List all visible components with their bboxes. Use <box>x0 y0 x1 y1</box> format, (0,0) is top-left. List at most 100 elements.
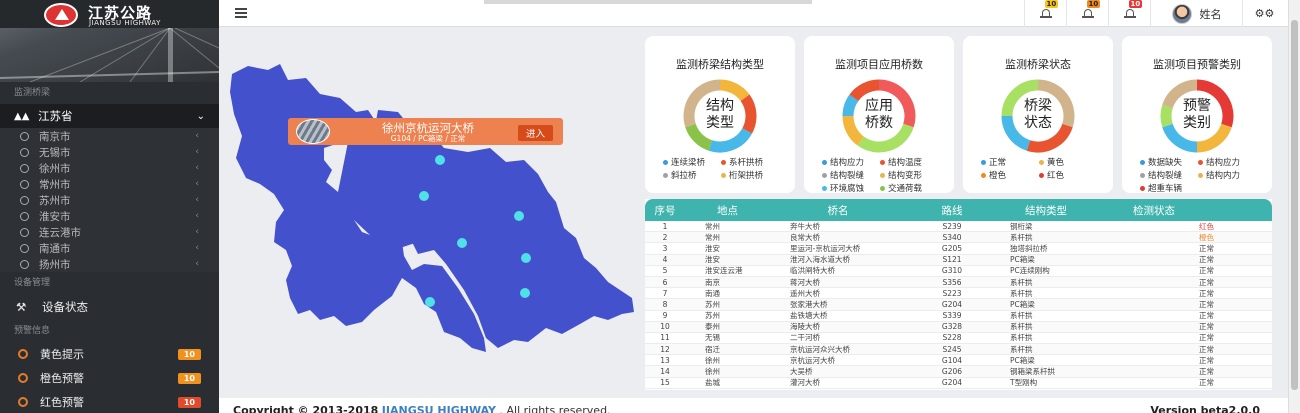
sidebar-item-city[interactable]: 苏州市 ‹ <box>0 192 219 208</box>
col-header[interactable]: 结构类型 <box>1025 204 1067 217</box>
table-row[interactable]: 8 苏州 张家港大桥 G204 PC箱梁 正常 <box>645 299 1272 311</box>
bridge-marker[interactable] <box>520 288 530 298</box>
legend-item[interactable]: 系杆拱桥 <box>721 156 779 168</box>
sidebar-item-city[interactable]: 南通市 ‹ <box>0 240 219 256</box>
settings-button[interactable]: ⚙⚙ <box>1242 0 1286 27</box>
sidebar-item-province[interactable]: ▲▲ 江苏省 ⌄ <box>0 104 219 128</box>
donut-segment[interactable] <box>1196 79 1234 128</box>
donut-segment[interactable] <box>842 94 859 117</box>
bridge-marker[interactable] <box>521 253 531 263</box>
legend-item[interactable]: 数据缺失 <box>1140 156 1198 168</box>
bridge-marker[interactable] <box>514 211 524 221</box>
table-row[interactable]: 14 徐州 大吴桥 G206 钢箱梁系杆拱 正常 <box>645 366 1272 378</box>
menu-toggle-icon[interactable] <box>235 8 247 20</box>
table-cell: 张家港大桥 <box>790 299 828 309</box>
bridge-marker[interactable] <box>435 155 445 165</box>
donut-segment[interactable] <box>1162 79 1198 109</box>
sidebar-item-city[interactable]: 南京市 ‹ <box>0 128 219 144</box>
legend-item[interactable]: 结构裂缝 <box>822 169 880 181</box>
legend-item[interactable]: 斜拉桥 <box>663 169 721 181</box>
table-row[interactable]: 6 南京 蒋河大桥 S356 系杆拱 正常 <box>645 276 1272 289</box>
table-row[interactable]: 4 淮安 淮河入海水道大桥 S121 PC箱梁 正常 <box>645 254 1272 266</box>
sidebar-item-city[interactable]: 徐州市 ‹ <box>0 160 219 176</box>
sidebar-item-city[interactable]: 淮安市 ‹ <box>0 208 219 224</box>
scrollbar[interactable] <box>1288 0 1300 413</box>
table-row[interactable]: 11 无锡 二干河桥 S228 系杆拱 正常 <box>645 333 1272 345</box>
sidebar-item-city[interactable]: 扬州市 ‹ <box>0 256 219 272</box>
donut-segment[interactable] <box>849 79 880 102</box>
col-header[interactable]: 桥名 <box>827 204 849 217</box>
donut-segment[interactable] <box>842 115 865 146</box>
donut-segment[interactable] <box>1001 79 1039 117</box>
table-row[interactable]: 9 苏州 盐铁塘大桥 S339 系杆拱 正常 <box>645 311 1272 322</box>
notification-orange[interactable]: 10 <box>1066 0 1108 27</box>
enter-button[interactable]: 进入 <box>517 125 553 141</box>
legend-item[interactable]: 结构变形 <box>880 169 938 181</box>
table-cell: 遥州大桥 <box>790 288 820 298</box>
table-row[interactable]: 7 南通 遥州大桥 S223 系杆拱 正常 <box>645 288 1272 300</box>
table-cell: 橙色 <box>1199 232 1214 242</box>
sidebar-item-city[interactable]: 连云港市 ‹ <box>0 224 219 240</box>
legend-item[interactable]: 超重车辆 <box>1140 182 1198 194</box>
bridge-marker[interactable] <box>419 191 429 201</box>
legend-item[interactable]: 结构应力 <box>1198 156 1256 168</box>
sidebar-item-alert-yellow[interactable]: 黄色提示 10 <box>0 342 219 366</box>
notification-red[interactable]: 10 <box>1108 0 1150 27</box>
table-cell: 里运河-京杭运河大桥 <box>790 243 861 253</box>
legend-item[interactable]: 红色 <box>1039 169 1097 181</box>
donut-segment[interactable] <box>740 94 757 134</box>
legend-item[interactable]: 橙色 <box>981 169 1039 181</box>
sidebar-item-device-status[interactable]: ⚒ 设备状态 <box>0 294 219 320</box>
donut-segment[interactable] <box>719 79 750 102</box>
table-cell: PC连续刚构 <box>1010 266 1050 276</box>
donut-chart <box>683 79 757 153</box>
donut-segment[interactable] <box>1037 79 1075 128</box>
donut-segment[interactable] <box>1162 123 1198 153</box>
legend-item[interactable]: 结构应力 <box>822 156 880 168</box>
footer-brand-link[interactable]: JIANGSU HIGHWAY <box>381 404 497 413</box>
circle-icon <box>20 211 29 221</box>
col-header[interactable]: 序号 <box>654 204 676 217</box>
donut-segment[interactable] <box>685 123 713 151</box>
table-row[interactable]: 12 宿迁 京杭运河众兴大桥 S245 系杆拱 正常 <box>645 344 1272 356</box>
legend-item[interactable]: 结构裂缝 <box>1140 169 1198 181</box>
legend-item[interactable]: 桁架拱桥 <box>721 169 779 181</box>
table-row[interactable]: 13 徐州 京杭运河大桥 G104 PC箱梁 正常 <box>645 355 1272 367</box>
sidebar-item-city[interactable]: 无锡市 ‹ <box>0 144 219 160</box>
scrollbar-thumb[interactable] <box>1291 20 1298 390</box>
table-row[interactable]: 2 常州 良常大桥 S340 系杆拱 橙色 <box>645 232 1272 244</box>
donut-segment[interactable] <box>1196 123 1232 153</box>
bridge-popup[interactable]: 徐州京杭运河大桥 G104 / PC箱梁 / 正常 进入 <box>288 118 563 145</box>
table-row[interactable]: 1 常州 奔牛大桥 S239 钢桁梁 红色 <box>645 221 1272 233</box>
table-row[interactable]: 10 泰州 海陵大桥 G328 系杆拱 正常 <box>645 321 1272 333</box>
table-row[interactable]: 5 淮安连云港 临洪闸特大桥 G310 PC连续刚构 正常 <box>645 266 1272 277</box>
sidebar-item-city[interactable]: 常州市 ‹ <box>0 176 219 192</box>
bridge-marker[interactable] <box>425 297 435 307</box>
sidebar-item-alert-orange[interactable]: 橙色预警 10 <box>0 366 219 390</box>
donut-center-label: 应用 桥数 <box>849 98 909 132</box>
legend-item[interactable]: 正常 <box>981 156 1039 168</box>
table-row[interactable]: 15 盐城 灌河大桥 G204 T型刚构 正常 <box>645 378 1272 389</box>
legend-item[interactable]: 结构内力 <box>1198 169 1256 181</box>
donut-segment[interactable] <box>1026 123 1073 153</box>
col-header[interactable]: 路线 <box>941 204 963 217</box>
donut-segment[interactable] <box>708 127 752 153</box>
donut-segment[interactable] <box>878 79 916 128</box>
bridge-marker[interactable] <box>457 238 467 248</box>
legend-item[interactable]: 结构温度 <box>880 156 938 168</box>
card-title: 监测项目应用桥数 <box>835 58 923 71</box>
sidebar-item-alert-red[interactable]: 红色预警 10 <box>0 390 219 413</box>
table-row[interactable]: 3 淮安 里运河-京杭运河大桥 G205 独塔斜拉桥 正常 <box>645 243 1272 255</box>
col-header[interactable]: 检测状态 <box>1133 204 1175 217</box>
legend-item[interactable]: 环境腐蚀 <box>822 182 880 194</box>
donut-segment[interactable] <box>683 79 721 128</box>
user-menu[interactable]: 姓名 <box>1150 0 1242 27</box>
notification-yellow[interactable]: 10 <box>1024 0 1066 27</box>
donut-segment[interactable] <box>1160 104 1173 128</box>
legend-item[interactable]: 黄色 <box>1039 156 1097 168</box>
donut-segment[interactable] <box>1001 115 1031 151</box>
legend-item[interactable]: 连续梁桥 <box>663 156 721 168</box>
legend-item[interactable]: 交通荷载 <box>880 182 938 194</box>
donut-segment[interactable] <box>857 123 914 153</box>
col-header[interactable]: 地点 <box>717 204 738 217</box>
